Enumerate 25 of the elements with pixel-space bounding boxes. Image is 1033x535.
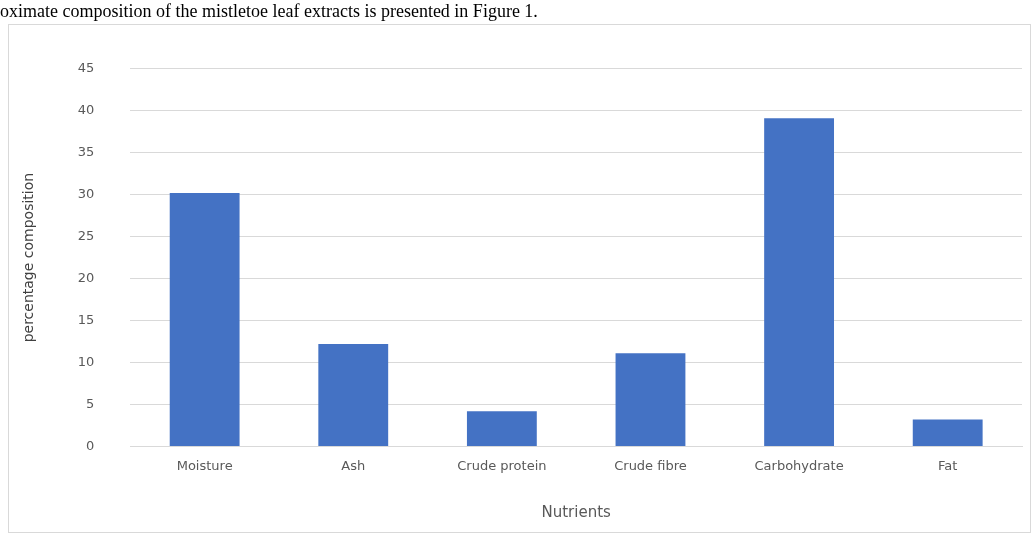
- text: oximate composition of the mistletoe leaf extracts is presented in Figure 1.: [0, 0, 538, 22]
- bar: [169, 192, 240, 446]
- bar: [318, 344, 389, 446]
- y-tick-label: 40: [77, 102, 95, 118]
- x-tick-label: Crude fibre: [614, 457, 687, 473]
- bar: [466, 411, 537, 446]
- bar: [764, 118, 835, 446]
- x-tick-label: Carbohydrate: [754, 457, 844, 473]
- y-tick-label: 10: [77, 353, 95, 369]
- y-tick-label: 25: [77, 228, 95, 243]
- y-axis-title: percentage composition: [20, 172, 37, 343]
- x-tick-label: Moisture: [176, 457, 233, 473]
- x-axis-title: Nutrients: [541, 502, 612, 521]
- y-tick-label: 5: [86, 395, 95, 411]
- y-tick-label: 35: [77, 144, 95, 160]
- x-tick-label: Fat: [938, 457, 958, 473]
- y-tick-label: 15: [77, 311, 95, 327]
- bar: [615, 353, 686, 446]
- bar: [912, 419, 983, 446]
- y-tick-label: 0: [86, 437, 95, 453]
- x-tick-label: Ash: [341, 457, 366, 473]
- y-tick-label: 20: [77, 269, 95, 285]
- x-tick-label: Crude protein: [457, 457, 547, 473]
- y-tick-label: 45: [77, 60, 95, 76]
- y-tick-label: 30: [77, 186, 95, 202]
